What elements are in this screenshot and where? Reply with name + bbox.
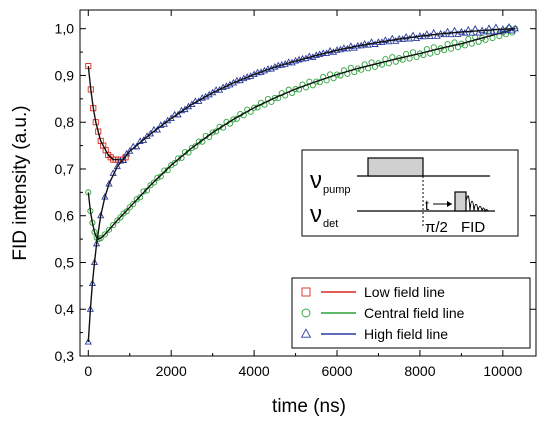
det-sub-label: det xyxy=(323,218,338,230)
data-point xyxy=(117,214,124,221)
data-point xyxy=(157,173,164,180)
x-tick-label: 4000 xyxy=(239,363,270,379)
fid-label: FID xyxy=(461,219,485,236)
legend-marker xyxy=(300,328,312,338)
data-point xyxy=(230,116,237,123)
t-label: t xyxy=(425,197,429,213)
legend-label: Low field line xyxy=(364,284,445,300)
data-point xyxy=(126,204,133,211)
y-tick-labels: 0,3 0,4 0,5 0,6 0,7 0,8 0,9 1,0 xyxy=(55,21,75,364)
data-point xyxy=(161,167,168,174)
y-tick-label: 0,9 xyxy=(55,67,75,83)
data-point xyxy=(137,194,144,201)
data-point xyxy=(101,231,108,238)
data-point xyxy=(212,86,220,93)
series-markers xyxy=(85,63,129,163)
y-tick-label: 0,4 xyxy=(55,301,75,317)
data-point xyxy=(426,32,434,40)
data-point xyxy=(110,221,117,229)
y-tick-label: 1,0 xyxy=(55,21,75,37)
pulse-label: π/2 xyxy=(425,219,448,236)
data-point xyxy=(340,44,348,51)
plot-frame xyxy=(79,9,537,357)
x-tick-label: 8000 xyxy=(404,363,435,379)
pulse-sequence-inset: ν pump ν det t π/2 FID xyxy=(301,149,519,237)
data-point xyxy=(347,42,355,49)
legend-marker xyxy=(301,308,311,318)
data-point xyxy=(326,46,334,54)
data-point xyxy=(371,40,379,47)
data-point xyxy=(271,94,278,101)
data-point xyxy=(154,174,161,181)
x-tick-label: 2000 xyxy=(156,363,187,379)
fid-wave xyxy=(465,195,490,213)
data-point xyxy=(488,27,497,35)
y-tick-label: 0,7 xyxy=(55,161,75,177)
data-point xyxy=(114,217,121,224)
data-point xyxy=(333,71,341,78)
data-point xyxy=(367,38,376,45)
series-fit-line xyxy=(87,66,127,161)
data-point xyxy=(481,27,490,35)
pump-pulse xyxy=(367,157,424,177)
data-point xyxy=(468,29,476,36)
data-point xyxy=(192,143,199,150)
series-square xyxy=(85,63,129,163)
data-point xyxy=(188,144,195,151)
x-axis-title: time (ns) xyxy=(272,396,346,417)
data-point xyxy=(123,208,130,215)
data-point xyxy=(143,187,151,194)
legend-marker xyxy=(301,287,311,297)
data-point xyxy=(381,36,390,43)
pump-nu-label: ν xyxy=(310,167,322,194)
legend-label: High field line xyxy=(364,326,448,342)
data-point xyxy=(175,155,182,162)
detection-pulse xyxy=(454,191,467,212)
series-layer xyxy=(84,23,519,345)
data-point xyxy=(160,120,168,127)
series-fit-line xyxy=(87,28,516,343)
data-point xyxy=(251,104,258,111)
data-point xyxy=(139,136,148,143)
data-point xyxy=(105,226,113,233)
data-point xyxy=(122,154,129,161)
y-tick-label: 0,3 xyxy=(55,348,75,364)
data-point xyxy=(171,160,178,167)
data-point xyxy=(423,30,431,37)
data-point xyxy=(130,200,137,208)
data-point xyxy=(443,27,452,35)
y-tick-label: 0,8 xyxy=(55,114,75,130)
x-tick-labels: 0 2000 4000 6000 8000 10000 xyxy=(84,363,522,379)
data-point xyxy=(209,129,216,136)
x-tick-label: 10000 xyxy=(483,363,522,379)
data-point xyxy=(361,40,369,47)
data-point xyxy=(402,32,410,40)
y-tick-label: 0,6 xyxy=(55,208,75,224)
data-point xyxy=(295,86,303,93)
series-triangle xyxy=(84,23,519,345)
pump-sub-label: pump xyxy=(323,184,351,196)
data-point xyxy=(292,85,299,93)
x-tick-label: 6000 xyxy=(321,363,352,379)
data-point xyxy=(120,210,127,217)
series-circle xyxy=(85,24,519,243)
data-point xyxy=(305,52,314,60)
data-point xyxy=(150,179,157,186)
t-arrow-head xyxy=(447,201,452,207)
data-point xyxy=(84,337,92,345)
series-fit-line xyxy=(87,28,516,240)
legend-label: Central field line xyxy=(364,305,465,321)
data-point xyxy=(447,30,455,38)
axis-ticks xyxy=(80,10,536,357)
data-point xyxy=(113,162,121,170)
legend: Low field line Central field line High fie… xyxy=(291,277,531,349)
data-point xyxy=(502,26,510,34)
det-nu-label: ν xyxy=(310,201,322,228)
y-tick-label: 0,5 xyxy=(55,254,75,270)
data-point xyxy=(313,78,320,85)
y-axis-title: FID intensity (a.u.) xyxy=(10,105,31,260)
data-point xyxy=(140,188,147,195)
x-tick-label: 0 xyxy=(84,363,92,379)
